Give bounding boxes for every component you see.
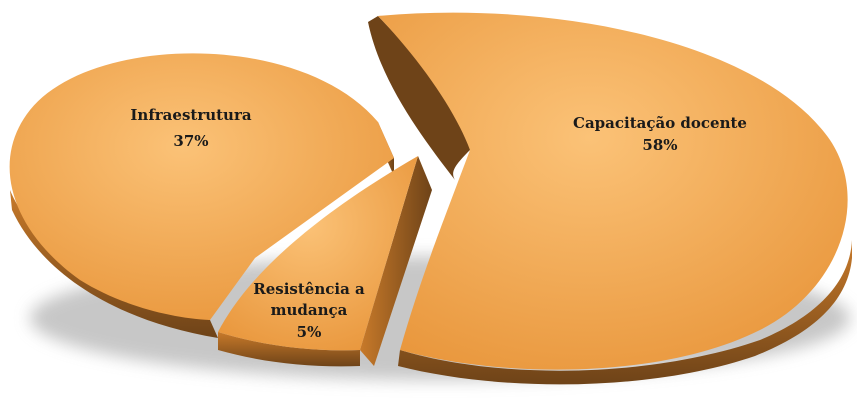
slice-side-capacitacao — [398, 240, 852, 385]
label-infraestrutura-name: Infraestrutura — [130, 106, 251, 124]
slice-wall-capacitacao — [368, 16, 470, 180]
slice-wall-resistencia — [360, 156, 432, 366]
slice-top-resistencia — [218, 156, 418, 351]
label-capacitacao-percent: 58% — [642, 136, 677, 154]
slice-side-infraestrutura — [10, 190, 218, 338]
slice-top-capacitacao — [378, 12, 848, 370]
slice-top-infraestrutura — [9, 53, 394, 320]
label-capacitacao-name: Capacitação docente — [573, 114, 747, 132]
label-infraestrutura-percent: 37% — [173, 132, 208, 150]
label-resistencia-name-line1: Resistência a — [253, 280, 365, 298]
slice-side-resistencia — [218, 332, 360, 367]
label-resistencia-name-line2: mudança — [271, 301, 348, 319]
label-resistencia-percent: 5% — [297, 323, 322, 341]
